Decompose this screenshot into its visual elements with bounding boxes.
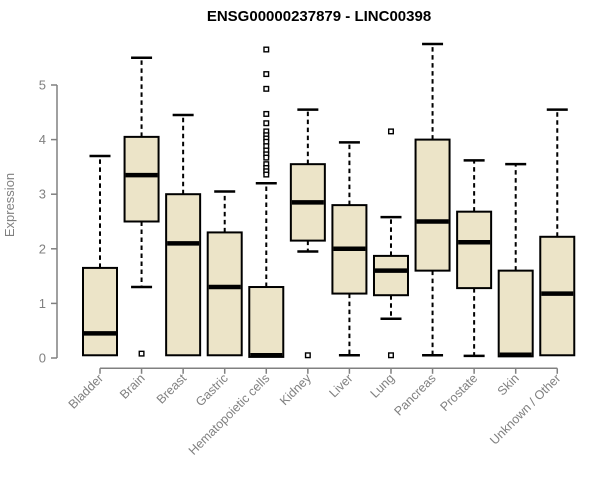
- y-tick-label: 3: [39, 187, 46, 202]
- outlier-point: [263, 46, 270, 53]
- iqr-box: [372, 254, 409, 297]
- box-kidney: [289, 108, 326, 359]
- x-category-label-gastric: Gastric: [193, 371, 231, 409]
- iqr-box: [123, 135, 160, 223]
- y-tick-label: 4: [39, 132, 46, 147]
- iqr-box: [497, 269, 534, 358]
- box-unknown-other: [539, 108, 576, 357]
- x-category-label-lung: Lung: [368, 371, 398, 401]
- outlier-point: [263, 120, 270, 127]
- plot-area: 0 1 2 3 4 5 Bladder Brain Breast GastricHematopoi…: [39, 42, 576, 458]
- box-liver: [331, 141, 368, 357]
- chart-title: ENSG00000237879 - LINC00398: [207, 8, 431, 25]
- x-category-label-prostate: Prostate: [437, 371, 480, 414]
- outlier-point: [263, 85, 270, 92]
- box-bladder: [82, 154, 118, 357]
- x-category-label-pancreas: Pancreas: [391, 371, 438, 418]
- box-hematopoietic-cells: [248, 46, 285, 358]
- x-category-label-brain: Brain: [117, 371, 148, 402]
- box-skin: [497, 162, 534, 358]
- box-breast: [165, 113, 202, 357]
- iqr-box: [165, 193, 202, 357]
- y-tick-label: 1: [39, 296, 46, 311]
- x-category-label-unknown-other: Unknown / Other: [487, 371, 563, 447]
- box-brain: [123, 56, 160, 357]
- box-prostate: [456, 159, 493, 358]
- iqr-box: [456, 210, 493, 290]
- y-tick-label: 0: [39, 351, 46, 366]
- iqr-box: [82, 266, 118, 357]
- iqr-box: [206, 231, 243, 357]
- x-category-label-hematopoietic-cells: Hematopoietic cells: [186, 371, 273, 458]
- outlier-point: [387, 352, 394, 359]
- box-pancreas: [414, 42, 451, 357]
- outlier-point: [263, 171, 270, 178]
- outlier-point: [263, 110, 270, 117]
- outlier-point: [263, 154, 270, 161]
- x-category-label-bladder: Bladder: [66, 371, 106, 411]
- x-category-label-breast: Breast: [154, 371, 190, 407]
- outlier-point: [304, 352, 311, 359]
- x-category-label-skin: Skin: [495, 371, 522, 398]
- x-category-label-kidney: Kidney: [277, 371, 314, 408]
- outlier-point: [387, 128, 394, 135]
- iqr-box: [414, 138, 451, 272]
- outlier-point: [138, 350, 145, 357]
- x-category-label-liver: Liver: [326, 371, 355, 400]
- box-gastric: [206, 190, 243, 357]
- y-tick-label: 5: [39, 78, 46, 93]
- y-tick-label: 2: [39, 241, 46, 256]
- y-axis-label: Expression: [2, 173, 17, 237]
- iqr-box: [539, 235, 576, 357]
- box-lung: [372, 128, 409, 359]
- outlier-point: [263, 71, 270, 78]
- iqr-box: [248, 286, 285, 358]
